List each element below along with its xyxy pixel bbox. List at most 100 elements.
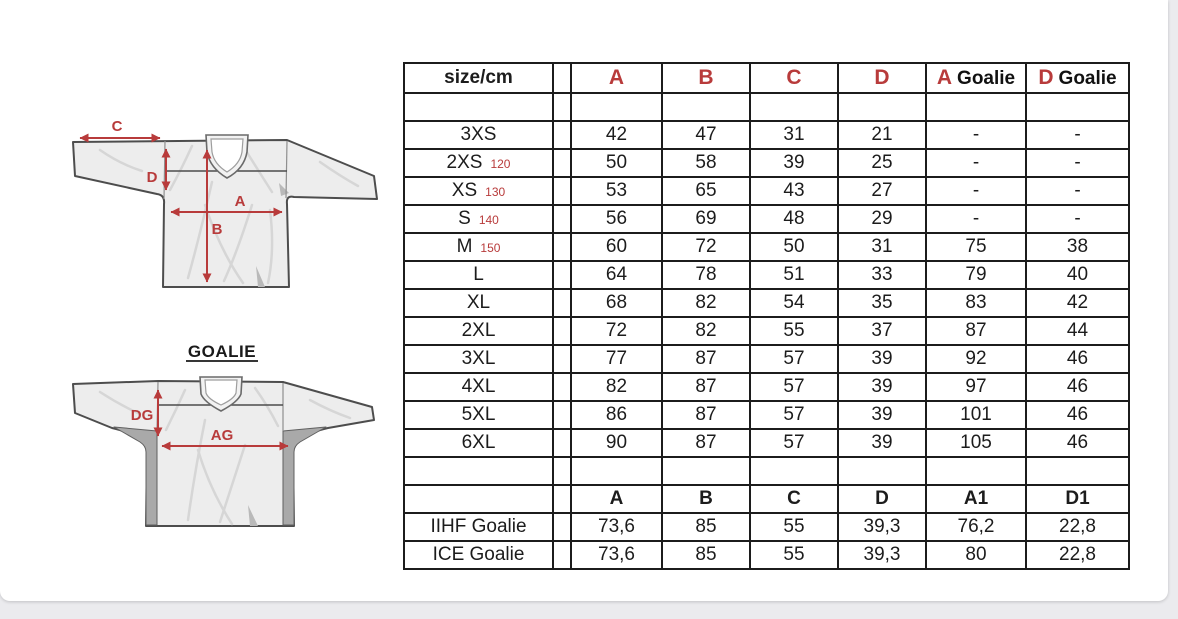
size-label: 5XL xyxy=(461,404,496,425)
measurement-cell: 78 xyxy=(661,260,751,290)
measurement-cell: - xyxy=(1025,120,1130,150)
empty-cell xyxy=(552,456,572,486)
goalie-column-header: B xyxy=(661,484,751,514)
spacer-cell xyxy=(552,344,572,374)
measurement-cell: 39 xyxy=(837,400,927,430)
measurement-cell: 54 xyxy=(749,288,839,318)
measurement-cell: 82 xyxy=(661,316,751,346)
measurement-cell: 46 xyxy=(1025,372,1130,402)
size-row: 3XS 42 47 31 21- - xyxy=(403,120,1130,150)
size-chart-table: size/cm A B C D A Goalie D Goalie 3XS 42 47 31 21- -2X… xyxy=(403,62,1130,570)
measurement-cell: 25 xyxy=(837,148,927,178)
measurement-cell: 31 xyxy=(749,120,839,150)
goalie-column-header: A1 xyxy=(925,484,1027,514)
measurement-cell: 87 xyxy=(925,316,1027,346)
measurement-cell: 57 xyxy=(749,372,839,402)
measurement-cell: 87 xyxy=(661,428,751,458)
measurement-cell: 86 xyxy=(570,400,663,430)
measurement-cell: - xyxy=(1025,204,1130,234)
size-row: 3XL 77 87 57 39 92 46 xyxy=(403,344,1130,374)
measurement-cell: 55 xyxy=(749,316,839,346)
goalie-jersey-arrows: DG AG xyxy=(131,389,289,451)
spacer-cell xyxy=(552,372,572,402)
measure-label-dg: DG xyxy=(131,407,154,424)
spacer-cell xyxy=(552,62,572,94)
table-header-row: size/cm A B C D A Goalie D Goalie xyxy=(403,62,1130,94)
measurement-cell: 38 xyxy=(1025,232,1130,262)
size-label: M xyxy=(456,236,473,257)
size-label-cell: 4XL xyxy=(403,372,554,402)
measurement-cell: - xyxy=(925,204,1027,234)
measurement-cell: 39 xyxy=(837,428,927,458)
size-label-cell: XS 130 xyxy=(403,176,554,206)
empty-cell xyxy=(1025,456,1130,486)
spacer-cell xyxy=(552,260,572,290)
spacer-cell xyxy=(552,204,572,234)
measurement-cell: 87 xyxy=(661,344,751,374)
measurement-cell: 75 xyxy=(925,232,1027,262)
size-label: 4XL xyxy=(461,376,496,397)
goalie-side-panel-left xyxy=(113,426,158,526)
size-row: XL 68 82 54 35 83 42 xyxy=(403,288,1130,318)
empty-cell xyxy=(570,92,663,122)
measurement-cell: 92 xyxy=(925,344,1027,374)
spacer-cell xyxy=(552,540,572,570)
measurement-cell: 87 xyxy=(661,400,751,430)
size-label-cell: L xyxy=(403,260,554,290)
size-label: XL xyxy=(466,292,491,313)
goalie-label-cell: IIHF Goalie xyxy=(403,512,554,542)
column-header-size-cm: size/cm xyxy=(403,62,554,94)
spacer-cell xyxy=(552,484,572,514)
goalie-column-header: D xyxy=(837,484,927,514)
measurement-cell: 39 xyxy=(837,372,927,402)
measurement-cell: 57 xyxy=(749,400,839,430)
spacer-cell xyxy=(552,148,572,178)
goalie-side-panel-right xyxy=(282,426,327,526)
goalie-column-header: A xyxy=(570,484,663,514)
measurement-cell: - xyxy=(1025,148,1130,178)
measurement-cell: 53 xyxy=(570,176,663,206)
measure-label-a: A xyxy=(235,193,246,210)
measurement-cell: 48 xyxy=(749,204,839,234)
empty-cell xyxy=(570,456,663,486)
measurement-cell: 56 xyxy=(570,204,663,234)
measurement-cell: 82 xyxy=(570,372,663,402)
header-letter: A xyxy=(608,66,625,89)
measurement-cell: 97 xyxy=(925,372,1027,402)
measurement-cell: 46 xyxy=(1025,400,1130,430)
measure-label-c: C xyxy=(112,118,123,135)
measurement-cell: 51 xyxy=(749,260,839,290)
measurement-cell: 57 xyxy=(749,344,839,374)
spacer-cell xyxy=(552,176,572,206)
measurement-cell: 80 xyxy=(925,540,1027,570)
size-label-cell: 2XS 120 xyxy=(403,148,554,178)
measurement-cell: 72 xyxy=(661,232,751,262)
size-row: 2XL 72 82 55 37 87 44 xyxy=(403,316,1130,346)
column-header: A xyxy=(570,62,663,94)
goalie-label-cell: ICE Goalie xyxy=(403,540,554,570)
measurement-cell: 31 xyxy=(837,232,927,262)
spacer-cell xyxy=(552,400,572,430)
size-label-cell: S 140 xyxy=(403,204,554,234)
measurement-cell: 27 xyxy=(837,176,927,206)
header-word: Goalie xyxy=(1058,68,1117,89)
size-height-note: 130 xyxy=(485,185,506,199)
empty-cell xyxy=(1025,92,1130,122)
size-row: 2XS 120 50 58 39 25- - xyxy=(403,148,1130,178)
column-header: D Goalie xyxy=(1025,62,1130,94)
measurement-cell: 39 xyxy=(749,148,839,178)
measurement-cell: 77 xyxy=(570,344,663,374)
size-label-cell: 2XL xyxy=(403,316,554,346)
measurement-cell: 55 xyxy=(749,540,839,570)
measurement-cell: 46 xyxy=(1025,344,1130,374)
size-row: 4XL 82 87 57 39 97 46 xyxy=(403,372,1130,402)
header-letter: B xyxy=(698,66,714,89)
size-row: XS 130 53 65 43 27- - xyxy=(403,176,1130,206)
measurement-cell: 58 xyxy=(661,148,751,178)
measurement-cell: 68 xyxy=(570,288,663,318)
measurement-cell: 50 xyxy=(749,232,839,262)
measurement-cell: 42 xyxy=(1025,288,1130,318)
measurement-cell: - xyxy=(1025,176,1130,206)
measurement-cell: 39,3 xyxy=(837,512,927,542)
column-header: C xyxy=(749,62,839,94)
